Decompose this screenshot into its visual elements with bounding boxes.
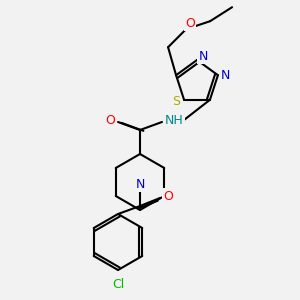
Text: NH: NH xyxy=(165,113,183,127)
Text: N: N xyxy=(221,69,231,82)
Text: O: O xyxy=(185,17,195,30)
Text: N: N xyxy=(198,50,208,62)
Text: O: O xyxy=(163,190,173,202)
Text: S: S xyxy=(172,95,180,108)
Text: O: O xyxy=(105,113,115,127)
Text: N: N xyxy=(135,178,145,190)
Text: Cl: Cl xyxy=(112,278,124,290)
